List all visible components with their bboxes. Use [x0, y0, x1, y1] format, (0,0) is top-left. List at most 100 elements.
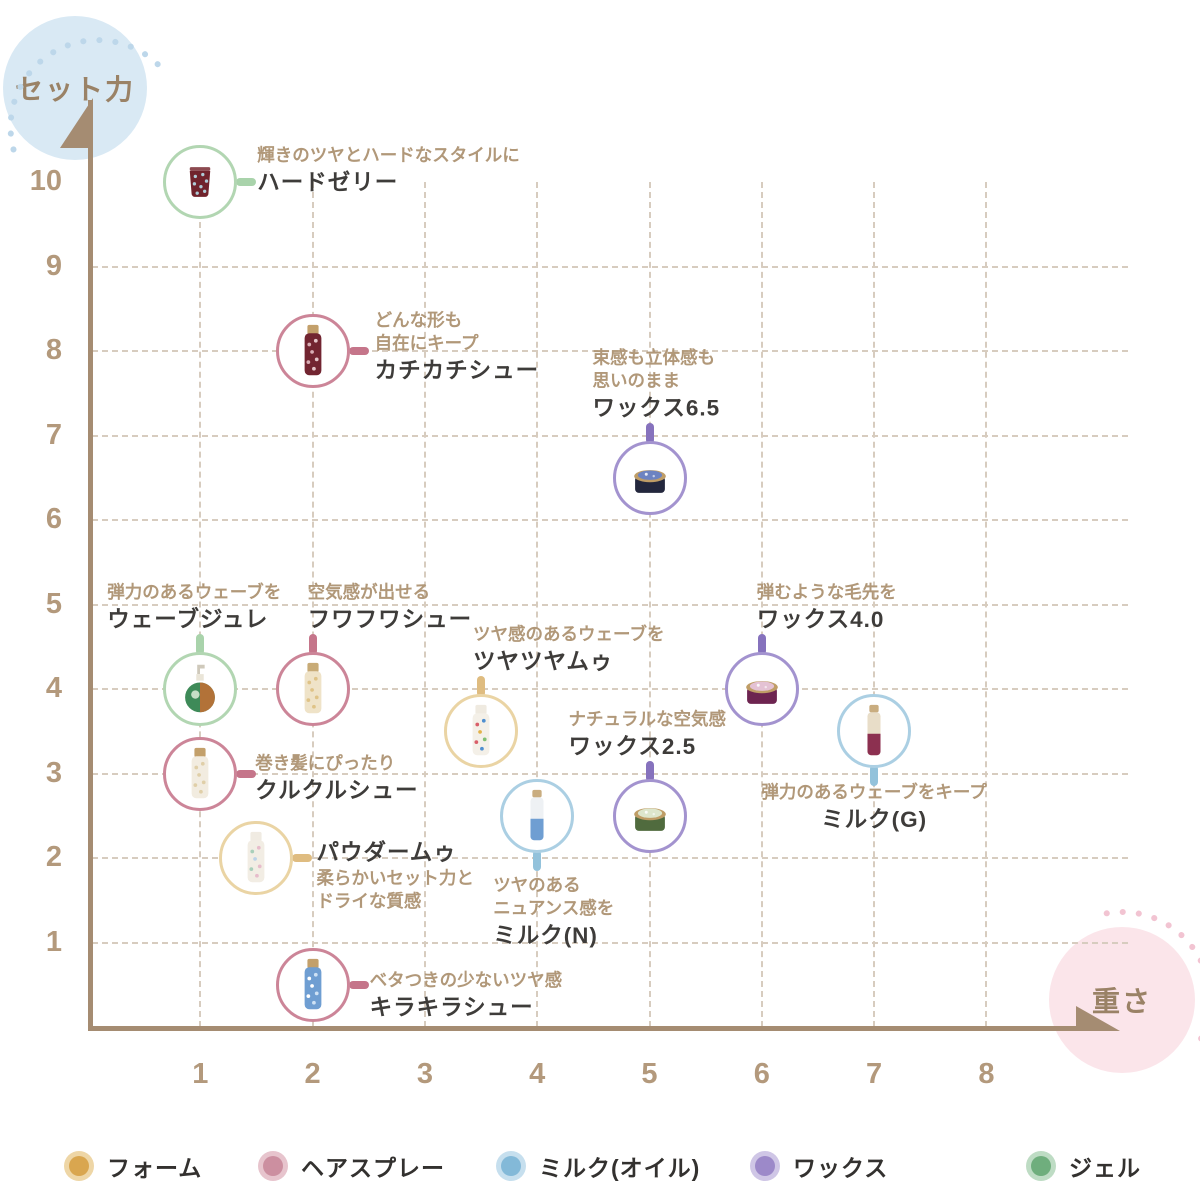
product-image-svg: [633, 469, 666, 493]
product-desc: ドライな質感: [316, 891, 422, 912]
product-name: ミルク(G): [821, 807, 928, 833]
x-tick-label: 8: [978, 1058, 995, 1090]
product-desc: どんな形も: [374, 310, 463, 330]
product-marker-kachikachi-chou: [275, 314, 350, 388]
y-tick-label: 4: [45, 672, 62, 704]
product-desc: 思いのまま: [592, 370, 681, 391]
legend-item-gel: ジェル: [1026, 1146, 1141, 1186]
product-annotation-milk-n: ツヤのある ニュアンス感を ミルク(N): [493, 874, 614, 950]
product-annotation-hard-jelly: 輝きのツヤとハードなスタイルにハードゼリー: [257, 144, 520, 197]
x-tick-label: 5: [641, 1058, 658, 1090]
grid-line-horizontal: [92, 772, 1128, 775]
product-name: ワックス4.0: [756, 606, 885, 632]
x-axis-line: [88, 1026, 1080, 1031]
product-name: カチカチシュー: [374, 358, 540, 384]
product-name: ウェーブジュレ: [107, 606, 269, 632]
grid-line-horizontal: [92, 603, 1128, 606]
product-annotation-wax-4-0: 弾むような毛先を ワックス4.0: [757, 581, 897, 634]
y-tick-label: 3: [45, 756, 62, 789]
annotation-connector-kurukuru-chou: [236, 769, 257, 778]
annotation-connector-hard-jelly: [236, 178, 257, 186]
x-tick-label: 6: [753, 1058, 770, 1090]
annotation-connector-tsuyatsuya-mou: [477, 676, 486, 698]
x-tick-label: 1: [192, 1058, 209, 1090]
x-axis-arrowhead: [1076, 1006, 1120, 1031]
product-image-svg: [304, 324, 321, 376]
grid-line-horizontal: [92, 434, 1128, 437]
legend-label-spray: ヘアスプレー: [301, 1155, 445, 1181]
legend-item-spray: ヘアスプレー: [258, 1146, 445, 1186]
product-annotation-wave-jule: 弾力のあるウェーブをウェーブジュレ: [107, 581, 281, 634]
legend-label-foam: フォーム: [107, 1155, 203, 1181]
product-desc: 柔らかいセット力と: [316, 868, 474, 889]
y-tick-label: 2: [45, 841, 62, 873]
product-desc: ナチュラルな空気感: [568, 708, 727, 729]
product-marker-wax-4-0: [724, 652, 799, 726]
product-image-svg: [530, 789, 544, 840]
product-desc: 巻き髪にぴったり: [255, 752, 396, 773]
legend-swatch-wax: [750, 1151, 780, 1181]
y-tick-label: 6: [45, 503, 62, 535]
product-annotation-wax-2-5: ナチュラルな空気感ワックス2.5: [569, 708, 727, 761]
product-marker-milk-n: [500, 778, 575, 853]
y-tick-label: 1: [45, 925, 62, 958]
product-marker-kirakira-chou: [275, 947, 350, 1022]
y-axis-arrowhead: [60, 98, 93, 148]
product-marker-hard-jelly: [163, 145, 238, 219]
product-annotation-powder-mou: パウダームゥ 柔らかいセット力と ドライな質感: [316, 837, 474, 913]
product-marker-wax-2-5: [612, 778, 687, 853]
product-image-svg: [472, 705, 490, 756]
annotation-connector-wax-6-5: [645, 422, 654, 444]
product-marker-wave-jule: [163, 652, 238, 726]
product-desc: 弾力のあるウェーブをキープ: [761, 782, 987, 803]
legend: フォーム ヘアスプレー ミルク(オイル) ワックス ジェル: [0, 1146, 1200, 1190]
product-annotation-kachikachi-chou: どんな形も 自在にキープ カチカチシュー: [375, 309, 540, 385]
annotation-connector-wax-4-0: [757, 634, 766, 655]
product-name: フワフワシュー: [307, 606, 473, 632]
product-marker-wax-6-5: [612, 440, 687, 515]
product-annotation-kirakira-chou: ベタつきの少ないツヤ感 キラキラシュー: [370, 969, 563, 1022]
product-name: ツヤツヤムゥ: [473, 649, 614, 675]
legend-swatch-foam: [64, 1151, 94, 1181]
product-marker-fuwafuwa-chou: [275, 652, 350, 726]
product-desc: 弾力のあるウェーブを: [107, 581, 282, 602]
annotation-connector-milk-n: [533, 849, 542, 871]
product-name: クルクルシュー: [255, 777, 419, 803]
legend-label-wax: ワックス: [793, 1155, 889, 1181]
product-image-svg: [191, 747, 209, 798]
product-name: ワックス2.5: [568, 733, 697, 759]
annotation-connector-kachikachi-chou: [348, 347, 369, 355]
product-marker-tsuyatsuya-mou: [444, 694, 519, 769]
grid-line-horizontal: [92, 941, 1128, 944]
grid-line-horizontal: [92, 688, 1128, 690]
legend-swatch-spray: [258, 1151, 288, 1181]
product-annotation-fuwafuwa-chou: 空気感が出せるフワフワシュー: [308, 581, 473, 634]
grid-line-horizontal: [92, 350, 1128, 352]
x-tick-label: 2: [304, 1058, 321, 1090]
product-image-svg: [867, 705, 881, 756]
annotation-connector-wax-2-5: [645, 760, 654, 782]
grid-line-horizontal: [92, 519, 1128, 521]
product-desc: ニュアンス感を: [493, 897, 615, 918]
legend-item-milk: ミルク(オイル): [496, 1146, 700, 1186]
y-tick-label: 7: [45, 418, 62, 451]
legend-swatch-gel: [1026, 1151, 1056, 1181]
annotation-connector-powder-mou: [292, 854, 313, 862]
y-tick-label: 8: [45, 334, 62, 366]
y-tick-label: 9: [45, 249, 62, 282]
product-desc: 空気感が出せる: [307, 581, 431, 602]
x-tick-label: 7: [866, 1058, 883, 1090]
product-desc: 輝きのツヤとハードなスタイルに: [257, 145, 520, 165]
y-axis-line: [88, 100, 93, 1031]
legend-item-foam: フォーム: [64, 1146, 202, 1186]
product-marker-kurukuru-chou: [163, 736, 238, 811]
product-name: ハードゼリー: [257, 170, 399, 196]
product-image-svg: [633, 807, 666, 831]
product-name: キラキラシュー: [369, 994, 534, 1020]
grid-line-horizontal: [92, 857, 1128, 859]
legend-label-milk: ミルク(オイル): [539, 1155, 701, 1181]
grid-line-horizontal: [92, 265, 1128, 268]
y-tick-label: 10: [29, 165, 62, 197]
legend-label-gel: ジェル: [1069, 1155, 1141, 1181]
